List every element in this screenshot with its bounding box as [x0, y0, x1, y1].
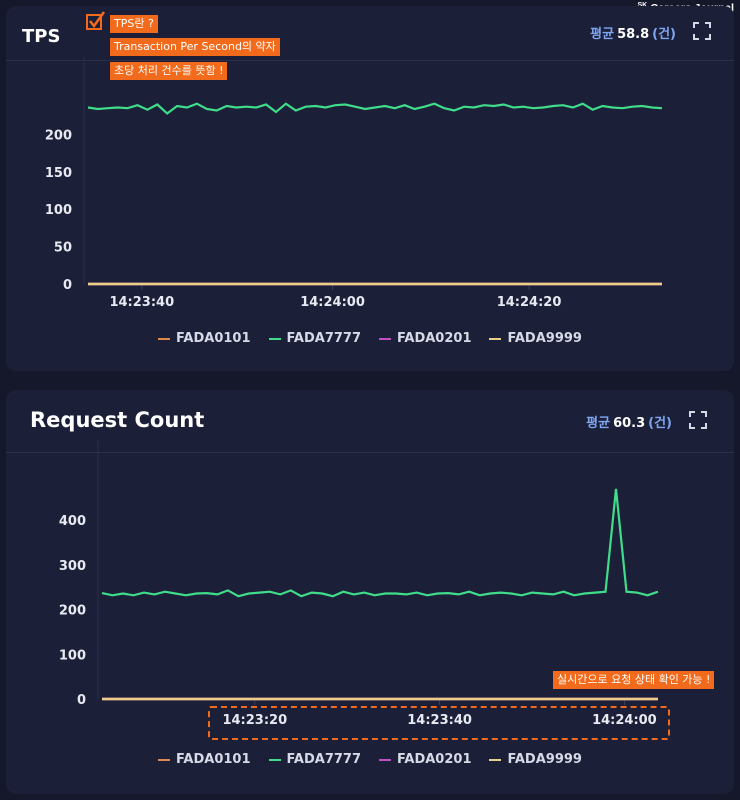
avg-unit: (건) [648, 416, 672, 431]
series-line-fada7777 [87, 102, 663, 115]
legend-item-fada0201[interactable]: FADA0201 [379, 331, 471, 346]
series-line-fada7777 [101, 488, 659, 598]
fullscreen-icon[interactable] [692, 21, 712, 41]
legend-label: FADA7777 [286, 331, 361, 346]
y-tick-label: 100 [59, 648, 86, 663]
request-count-panel: Request Count 평균 60.3 (건) 0 100 200 300 400 14:… [6, 390, 734, 794]
y-tick-label: 0 [77, 693, 86, 708]
y-tick-label: 100 [45, 203, 72, 218]
legend-item-fada7777[interactable]: FADA7777 [268, 331, 361, 346]
annotation-line: TPS란 ? [110, 15, 158, 33]
y-tick-label: 300 [59, 559, 86, 574]
legend-label: FADA9999 [507, 331, 582, 346]
x-tick-label: 14:24:00 [592, 713, 657, 728]
highlight-box [208, 706, 670, 740]
avg-label: 평균 [586, 416, 611, 431]
tps-chart: 0 50 100 150 200 14:23:40 14:24:00 14:24:20 [45, 57, 663, 310]
legend-swatch [489, 758, 502, 761]
avg-label: 평균 [590, 27, 615, 42]
legend-label: FADA0201 [397, 752, 472, 767]
legend-item-fada7777[interactable]: FADA7777 [268, 752, 361, 767]
legend-item-fada0101[interactable]: FADA0101 [158, 331, 251, 346]
legend-swatch [379, 758, 391, 761]
average-readout: 평균 58.8 (건) [590, 23, 676, 42]
y-tick-label: 400 [59, 514, 86, 529]
y-tick-label: 0 [63, 278, 72, 293]
chart-legend: FADA0101 FADA7777 FADA0201 FADA9999 [6, 752, 734, 767]
legend-item-fada9999[interactable]: FADA9999 [489, 752, 582, 767]
avg-value: 60.3 [613, 416, 646, 431]
chart-legend: FADA0101 FADA7777 FADA0201 FADA9999 [6, 331, 734, 346]
legend-label: FADA7777 [286, 752, 361, 767]
legend-label: FADA0201 [397, 331, 472, 346]
tps-panel: TPS 평균 58.8 (건) 0 50 100 150 200 14:23:40 14:24:… [6, 6, 734, 371]
x-tick-label: 14:24:00 [300, 295, 365, 310]
annotation-realtime: 실시간으로 요청 상태 확인 가능 ! [553, 671, 715, 689]
avg-unit: (건) [652, 27, 676, 42]
watermark-prefix: SK [638, 2, 648, 9]
panel-title: Request Count [30, 408, 205, 432]
annotation-line: Transaction Per Second의 약자 [110, 38, 280, 56]
legend-label: FADA9999 [507, 752, 582, 767]
legend-label: FADA0101 [176, 331, 251, 346]
checkbox-checked-icon [86, 11, 106, 30]
legend-swatch [379, 337, 391, 340]
panel-title: TPS [22, 26, 61, 47]
y-tick-label: 200 [59, 604, 86, 619]
legend-label: FADA0101 [176, 752, 251, 767]
request-count-chart: 0 100 200 300 400 14:23:20 14:23:40 14:24:00 [59, 440, 659, 728]
header-divider [6, 60, 734, 61]
legend-swatch [158, 758, 171, 761]
legend-swatch [158, 337, 171, 340]
annotation-line: 초당 처리 건수를 뜻함 ! [110, 62, 228, 80]
fullscreen-icon[interactable] [688, 410, 708, 430]
header-divider [6, 452, 734, 453]
x-tick-label: 14:24:20 [497, 295, 562, 310]
avg-value: 58.8 [617, 27, 650, 42]
y-tick-label: 50 [54, 241, 72, 256]
legend-swatch [268, 758, 281, 761]
legend-item-fada9999[interactable]: FADA9999 [489, 331, 582, 346]
y-tick-label: 150 [45, 166, 72, 181]
x-tick-label: 14:23:40 [407, 713, 472, 728]
x-tick-label: 14:23:20 [222, 713, 287, 728]
legend-item-fada0101[interactable]: FADA0101 [158, 752, 251, 767]
y-tick-label: 200 [45, 128, 72, 143]
x-tick-label: 14:23:40 [109, 295, 174, 310]
legend-swatch [268, 337, 281, 340]
legend-swatch [489, 337, 502, 340]
legend-item-fada0201[interactable]: FADA0201 [379, 752, 471, 767]
average-readout: 평균 60.3 (건) [586, 412, 672, 431]
